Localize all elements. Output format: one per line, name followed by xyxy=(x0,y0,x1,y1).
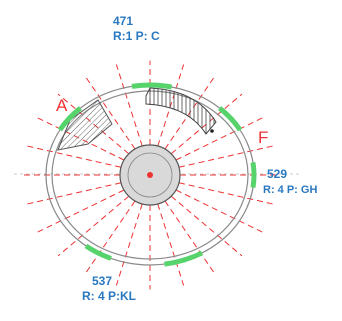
central-core-inner-ring xyxy=(127,152,173,198)
radial-line xyxy=(57,93,130,155)
label-right-number: 529 xyxy=(267,167,287,181)
radial-line xyxy=(24,182,122,206)
label-top-number: 471 xyxy=(113,14,133,28)
radial-line xyxy=(37,117,125,161)
section-letter-a: A xyxy=(56,96,68,115)
radial-line xyxy=(115,203,143,286)
label-bottom-detail: R: 4 P:KL xyxy=(82,289,136,303)
label-top-detail: R:1 P: C xyxy=(113,29,160,43)
radial-line xyxy=(37,189,125,233)
center-point xyxy=(147,172,153,178)
opening-segment xyxy=(57,106,82,132)
radial-line xyxy=(115,64,143,147)
radial-line xyxy=(175,189,263,233)
radial-line xyxy=(84,75,136,150)
section-letter-f: F xyxy=(258,128,268,147)
label-right-detail: R: 4 P: GH xyxy=(263,184,317,196)
radial-line xyxy=(84,200,136,275)
radial-line xyxy=(164,200,216,275)
opening-segment xyxy=(218,106,243,132)
hatched-wall-block xyxy=(57,99,113,151)
openings xyxy=(57,82,257,267)
radial-line xyxy=(170,93,243,155)
radial-line xyxy=(178,182,276,206)
radial-line xyxy=(178,144,276,168)
radial-line xyxy=(24,144,122,168)
radial-line xyxy=(175,117,263,161)
staircase xyxy=(145,87,217,135)
opening-segment xyxy=(131,82,173,90)
radial-line xyxy=(57,195,130,257)
radial-line xyxy=(157,203,185,286)
opening-segment xyxy=(84,243,112,261)
stair-marker xyxy=(210,129,214,133)
opening-segment xyxy=(164,250,204,267)
radial-line xyxy=(170,195,243,257)
opening-segment xyxy=(250,162,257,188)
label-bottom-number: 537 xyxy=(92,274,112,288)
